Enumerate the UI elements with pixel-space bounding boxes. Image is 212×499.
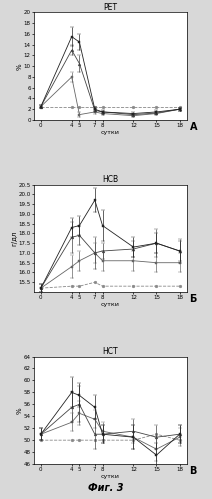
Title: НСТ: НСТ [102,347,118,356]
Text: Фиг. 3: Фиг. 3 [88,483,124,493]
Title: НСВ: НСВ [102,176,118,185]
Title: РЕТ: РЕТ [103,3,117,12]
Y-axis label: %: % [16,63,22,69]
Y-axis label: %: % [16,407,22,414]
Text: А: А [190,122,197,132]
Y-axis label: г/дл: г/дл [11,231,17,246]
X-axis label: сутки: сутки [101,301,120,306]
Text: В: В [190,466,197,476]
X-axis label: сутки: сутки [101,130,120,135]
Text: Б: Б [190,294,197,304]
X-axis label: сутки: сутки [101,474,120,479]
